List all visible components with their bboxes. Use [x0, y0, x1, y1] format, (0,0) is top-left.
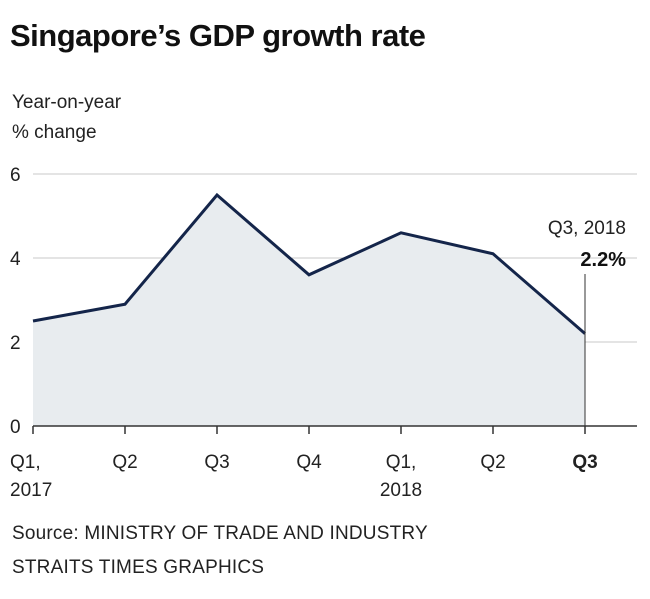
gdp-series-line: [32, 192, 586, 335]
tick-layer: Q1, 2017 Q2 Q3 Q4 Q1, 2018 Q2 Q3: [10, 425, 637, 501]
y-tick-label-0: 0: [10, 417, 21, 438]
x-tick-label-year-0: 2017: [10, 480, 52, 501]
x-tick-label-2: Q3: [204, 452, 229, 473]
x-tick-label-4: Q1,: [386, 452, 417, 473]
y-tick-label-4: 4: [10, 249, 21, 270]
annotation-value: 2.2%: [580, 249, 626, 271]
x-tick-label-year-4: 2018: [380, 480, 422, 501]
x-tick-label-3: Q4: [296, 452, 322, 473]
credit-line: STRAITS TIMES GRAPHICS: [12, 557, 265, 578]
annotation-label: Q3, 2018: [548, 218, 626, 239]
x-tick-label-0: Q1,: [10, 452, 41, 473]
source-line: Source: MINISTRY OF TRADE AND INDUSTRY: [12, 523, 428, 544]
y-tick-label-6: 6: [10, 165, 21, 186]
gdp-line-chart: 0 2 4 6 Q1, 2017 Q2 Q3 Q4 Q1, 2018 Q2 Q3 Q3, 2018 2.…: [10, 165, 637, 501]
area-fill: [33, 195, 585, 426]
x-tick-label-1: Q2: [112, 452, 137, 473]
x-tick-label-5: Q2: [480, 452, 505, 473]
x-tick-label-6: Q3: [572, 452, 597, 473]
annotation-layer: Q3, 2018 2.2%: [548, 218, 626, 426]
y-axis-label-line1: Year-on-year: [12, 92, 122, 113]
chart-title: Singapore’s GDP growth rate: [10, 18, 426, 53]
y-tick-label-2: 2: [10, 333, 21, 354]
y-axis-label-line2: % change: [12, 122, 97, 143]
